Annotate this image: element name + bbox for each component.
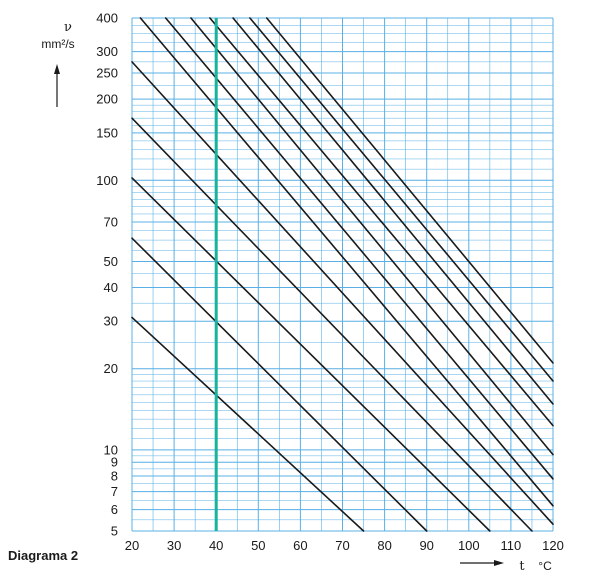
y-axis-unit: mm²/s [41,37,74,51]
y-tick-label: 400 [96,11,118,26]
series-line-8 [190,17,554,456]
y-tick-label: 40 [104,280,118,295]
x-tick-label: 70 [335,538,349,553]
y-tick-label: 300 [96,44,118,59]
y-tick-label: 5 [111,524,118,539]
x-tick-label: 120 [542,538,564,553]
series-line-7 [164,17,554,480]
series-line-2 [131,237,428,532]
series-line-3 [131,177,491,532]
y-tick-label: 9 [111,455,118,470]
x-axis-unit: °C [538,559,552,573]
series-line-10 [232,17,554,405]
y-tick-label: 200 [96,92,118,107]
x-tick-label: 20 [125,538,139,553]
x-axis-arrow [460,560,504,566]
series-line-9 [209,17,554,427]
y-tick-label: 10 [104,442,118,457]
y-axis-arrow [54,64,60,107]
y-axis-symbol: ν [64,20,72,35]
x-tick-label: 80 [377,538,391,553]
x-tick-label: 30 [167,538,181,553]
x-tick-label: 110 [501,538,522,553]
y-tick-label: 8 [111,468,118,483]
series-line-1 [131,316,365,532]
x-tick-label: 100 [458,538,480,553]
x-tick-label: 60 [293,538,307,553]
y-tick-label: 20 [104,361,118,376]
series-line-5 [131,61,554,525]
y-tick-label: 250 [96,66,118,81]
y-tick-label: 70 [104,215,118,230]
x-tick-label: 50 [251,538,265,553]
y-tick-label: 6 [111,502,118,517]
diagram-caption: Diagrama 2 [8,548,78,563]
series-lines [131,17,554,532]
y-tick-label: 150 [96,125,118,140]
x-axis-symbol: t [519,559,525,574]
series-line-4 [131,117,533,532]
x-tick-label: 40 [209,538,223,553]
x-tick-label: 90 [419,538,433,553]
series-line-6 [139,17,554,507]
y-tick-label: 50 [104,254,118,269]
y-tick-label: 30 [104,314,118,329]
series-line-11 [249,17,554,382]
series-line-12 [265,17,554,364]
y-tick-label: 7 [111,484,118,499]
x-tick-labels: 20 30 40 50 60 70 80 90 100 110 120 [125,538,564,553]
y-tick-label: 100 [96,173,118,188]
